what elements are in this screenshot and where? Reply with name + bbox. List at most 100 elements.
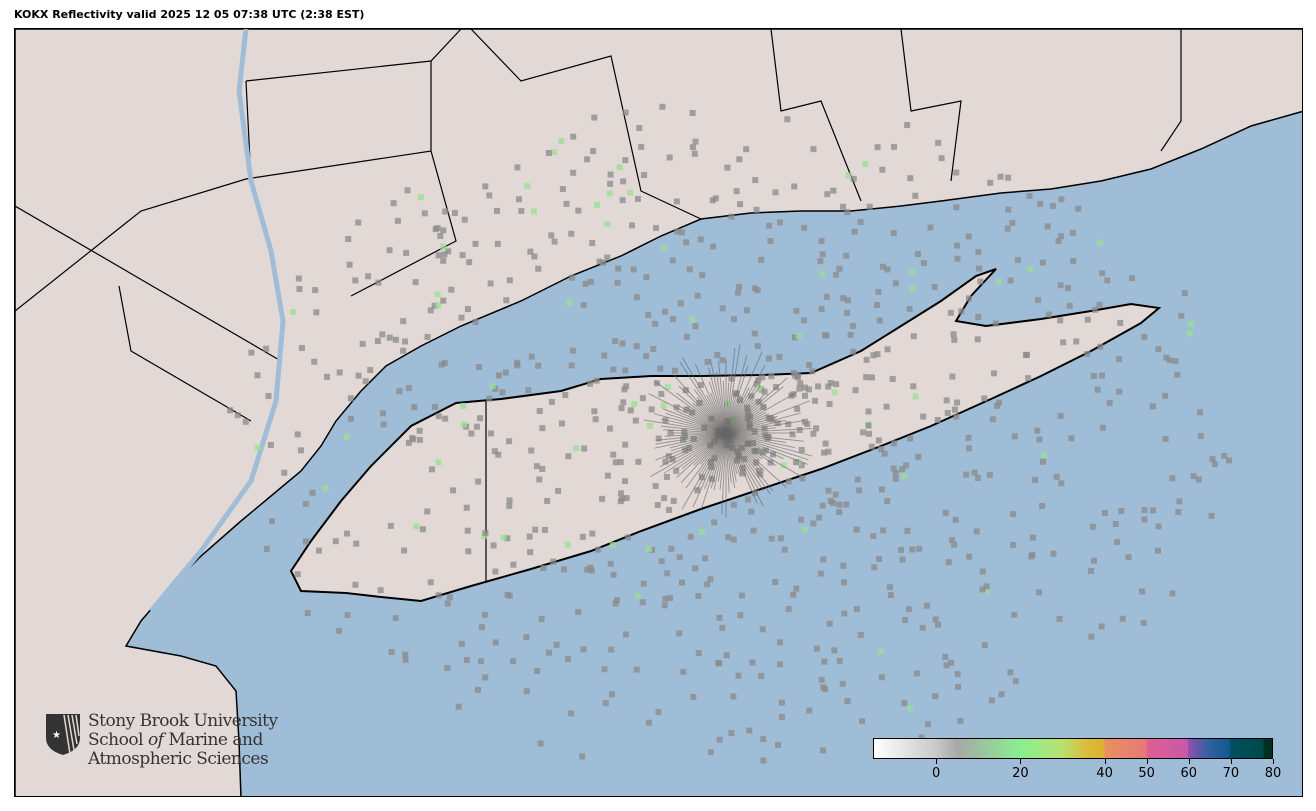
radar-pixel bbox=[1094, 386, 1101, 393]
radar-pixel bbox=[910, 383, 917, 390]
radar-pixel bbox=[1084, 316, 1091, 323]
radar-pixel bbox=[1055, 238, 1062, 245]
radar-pixel bbox=[1057, 282, 1064, 289]
radar-pixel bbox=[630, 266, 637, 273]
radar-pixel bbox=[950, 331, 957, 338]
radar-pixel bbox=[1066, 302, 1073, 309]
radar-pixel bbox=[416, 436, 423, 443]
radar-pixel bbox=[874, 302, 881, 309]
logo-line2c: Marine and bbox=[163, 730, 263, 750]
radar-ray bbox=[700, 432, 727, 510]
radar-pixel bbox=[461, 216, 468, 223]
radar-pixel bbox=[761, 388, 768, 395]
radar-pixel bbox=[550, 149, 557, 156]
radar-pixel bbox=[460, 421, 467, 428]
radar-pixel bbox=[669, 456, 676, 463]
radar-pixel bbox=[525, 387, 532, 394]
radar-pixel bbox=[365, 273, 372, 280]
radar-pixel bbox=[865, 408, 872, 415]
radar-pixel bbox=[296, 286, 303, 293]
radar-pixel bbox=[778, 699, 785, 706]
radar-pixel bbox=[981, 395, 988, 402]
radar-pixel bbox=[661, 308, 668, 315]
radar-pixel bbox=[674, 228, 681, 235]
radar-ray bbox=[694, 363, 727, 434]
radar-pixel bbox=[822, 440, 829, 447]
radar-pixel bbox=[683, 333, 690, 340]
radar-pixel bbox=[707, 749, 714, 756]
radar-pixel bbox=[427, 307, 434, 314]
radar-pixel bbox=[754, 287, 761, 294]
radar-pixel bbox=[1117, 319, 1124, 326]
radar-pixel bbox=[666, 506, 673, 513]
radar-pixel bbox=[733, 188, 740, 195]
radar-pixel bbox=[836, 265, 843, 272]
radar-pixel bbox=[811, 397, 818, 404]
radar-pixel bbox=[600, 259, 607, 266]
radar-ray bbox=[669, 432, 727, 459]
radar-pixel bbox=[413, 523, 420, 530]
radar-pixel bbox=[801, 392, 808, 399]
radar-ray bbox=[655, 432, 727, 445]
radar-pixel bbox=[667, 594, 674, 601]
radar-pixel bbox=[910, 333, 917, 340]
radar-pixel bbox=[979, 586, 986, 593]
radar-pixel bbox=[618, 495, 625, 502]
radar-pixel bbox=[590, 148, 597, 155]
radar-pixel bbox=[568, 710, 575, 717]
radar-pixel bbox=[719, 357, 726, 364]
radar-pixel bbox=[889, 375, 896, 382]
radar-ray bbox=[725, 432, 777, 466]
radar-pixel bbox=[831, 389, 838, 396]
radar-pixel bbox=[435, 459, 442, 466]
radar-pixel bbox=[810, 146, 817, 153]
radar-pixel bbox=[1114, 539, 1121, 546]
radar-pixel bbox=[845, 172, 852, 179]
radar-pixel bbox=[1007, 277, 1014, 284]
radar-pixel bbox=[506, 438, 513, 445]
radar-pixel bbox=[661, 245, 668, 252]
radar-ray bbox=[654, 432, 727, 449]
radar-pixel bbox=[492, 639, 499, 646]
radar-pixel bbox=[840, 203, 847, 210]
radar-ray bbox=[681, 432, 727, 510]
radar-pixel bbox=[633, 294, 640, 301]
radar-pixel bbox=[798, 516, 805, 523]
radar-pixel bbox=[724, 164, 731, 171]
radar-pixel bbox=[850, 175, 857, 182]
radar-pixel bbox=[587, 380, 594, 387]
radar-pixel bbox=[248, 349, 255, 356]
radar-pixel bbox=[475, 478, 482, 485]
radar-ray bbox=[725, 432, 804, 442]
radar-pixel bbox=[785, 421, 792, 428]
mainland bbox=[15, 29, 1302, 796]
radar-pixel bbox=[375, 279, 382, 286]
radar-pixel bbox=[302, 500, 309, 507]
radar-pixel bbox=[875, 437, 882, 444]
radar-pixel bbox=[697, 381, 704, 388]
radar-ray bbox=[655, 432, 727, 461]
radar-pixel bbox=[775, 741, 782, 748]
radar-pixel bbox=[643, 274, 650, 281]
radar-pixel bbox=[691, 150, 698, 157]
radar-pixel bbox=[504, 535, 511, 542]
radar-pixel bbox=[487, 280, 494, 287]
radar-pixel bbox=[987, 179, 994, 186]
radar-pixel bbox=[346, 261, 353, 268]
radar-pixel bbox=[621, 386, 628, 393]
radar-pixel bbox=[760, 736, 767, 743]
radar-pixel bbox=[738, 592, 745, 599]
radar-pixel bbox=[1037, 200, 1044, 207]
radar-pixel bbox=[860, 429, 867, 436]
radar-pixel bbox=[736, 283, 743, 290]
radar-pixel bbox=[757, 471, 764, 478]
radar-pixel bbox=[949, 373, 956, 380]
radar-pixel bbox=[1128, 275, 1135, 282]
radar-pixel bbox=[612, 338, 619, 345]
radar-ray bbox=[725, 432, 809, 465]
radar-pixel bbox=[1125, 554, 1132, 561]
radar-ray bbox=[725, 432, 784, 460]
radar-ray bbox=[659, 432, 727, 468]
radar-pixel bbox=[632, 417, 639, 424]
radar-pixel bbox=[459, 252, 466, 259]
